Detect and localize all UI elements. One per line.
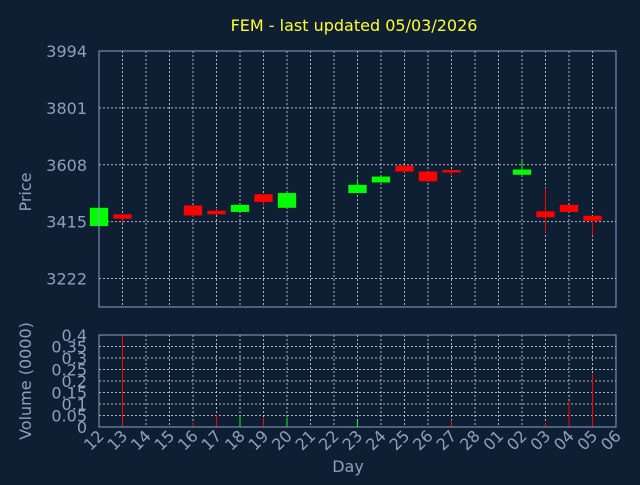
candle-body xyxy=(277,193,297,208)
volume-tick-label: 0.3 xyxy=(62,349,87,368)
price-tick-label: 3415 xyxy=(46,213,87,232)
candle-body xyxy=(348,184,367,194)
chart-title: FEM - last updated 05/03/2026 xyxy=(231,16,478,35)
candle-body xyxy=(418,171,438,182)
price-axis-label: Price xyxy=(16,172,35,211)
price-tick-label: 3222 xyxy=(46,270,87,289)
volume-tick-label: 0.35 xyxy=(51,338,87,357)
price-panel-frame xyxy=(98,50,617,308)
candle-body xyxy=(395,165,414,172)
candle-body xyxy=(230,204,250,212)
volume-tick-label: 0 xyxy=(77,418,87,437)
candle-body xyxy=(583,215,602,221)
volume-tick-label: 0.15 xyxy=(51,384,87,403)
volume-tick-label: 0.4 xyxy=(62,326,87,345)
price-tick-label: 3608 xyxy=(46,156,87,175)
x-axis-label: Day xyxy=(332,457,364,476)
volume-tick-label: 0.05 xyxy=(51,407,87,426)
volume-tick-label: 0.25 xyxy=(51,361,87,380)
candle-body xyxy=(371,176,391,183)
volume-axis-label: Volume (0000) xyxy=(16,322,35,440)
candle-body xyxy=(559,204,579,212)
price-tick-label: 3801 xyxy=(46,99,87,118)
volume-tick-label: 0.1 xyxy=(62,395,87,414)
candle-body xyxy=(113,214,132,219)
candle-body xyxy=(442,170,461,173)
price-tick-label: 3994 xyxy=(46,42,87,61)
volume-panel-frame xyxy=(98,334,617,428)
candle-body xyxy=(207,210,226,215)
x-tick-label: 06 xyxy=(597,426,625,454)
candle-body xyxy=(536,211,555,218)
candle-body xyxy=(254,194,273,202)
candle-body xyxy=(512,169,532,175)
candle-body xyxy=(183,205,203,216)
volume-tick-label: 0.2 xyxy=(62,372,87,391)
